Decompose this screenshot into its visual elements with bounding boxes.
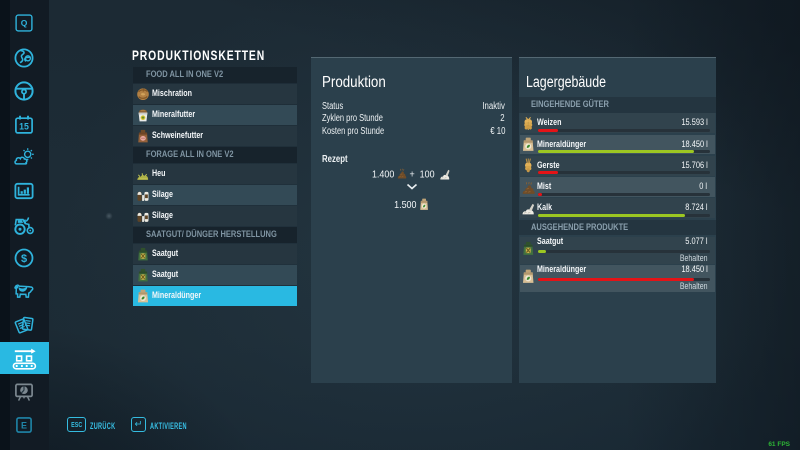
svg-text:E: E <box>21 420 27 430</box>
svg-text:15: 15 <box>19 121 29 131</box>
svg-text:$: $ <box>21 253 27 265</box>
svg-text:Q: Q <box>21 18 28 28</box>
